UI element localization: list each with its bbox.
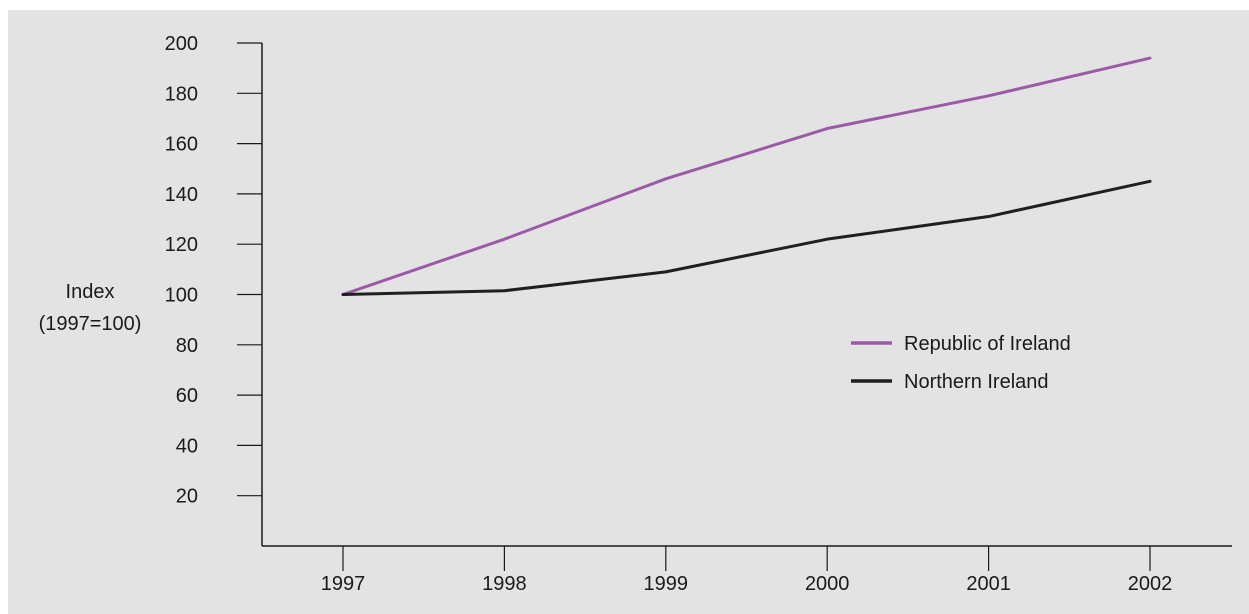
- x-ticks: 1997 1998 1999 2000 2001 2002: [321, 546, 1173, 595]
- x-tick-label: 1999: [644, 573, 689, 595]
- x-tick-label: 1998: [482, 573, 527, 595]
- y-tick-label: 140: [165, 184, 198, 206]
- legend-label: Northern Ireland: [904, 371, 1049, 393]
- series-line-republic-of-ireland: [341, 56, 1152, 296]
- y-tick-label: 100: [165, 285, 198, 307]
- x-tick-label: 2000: [805, 573, 850, 595]
- legend: Republic of Ireland Northern Ireland: [851, 333, 1071, 393]
- chart-panel: [8, 10, 1249, 614]
- y-tick-label: 180: [165, 83, 198, 105]
- x-tick-label: 2002: [1128, 573, 1173, 595]
- y-ticks: 20 40 60 80 100 120 140 160 180 200: [165, 33, 262, 508]
- y-tick-label: 160: [165, 134, 198, 156]
- y-tick-label: 200: [165, 33, 198, 55]
- y-axis-label: Index (1997=100): [39, 281, 142, 335]
- y-tick-label: 80: [176, 335, 198, 357]
- y-axis-label-line-1: Index: [66, 281, 115, 303]
- y-tick-label: 20: [176, 486, 198, 508]
- x-tick-label: 2001: [966, 573, 1011, 595]
- y-tick-label: 40: [176, 435, 198, 457]
- axes: [261, 43, 1232, 547]
- legend-label: Republic of Ireland: [904, 333, 1071, 355]
- y-tick-label: 60: [176, 385, 198, 407]
- series-line-northern-ireland: [341, 179, 1152, 296]
- x-tick-label: 1997: [321, 573, 366, 595]
- y-axis-label-line-2: (1997=100): [39, 313, 142, 335]
- y-tick-label: 120: [165, 234, 198, 256]
- series-group: [341, 56, 1152, 296]
